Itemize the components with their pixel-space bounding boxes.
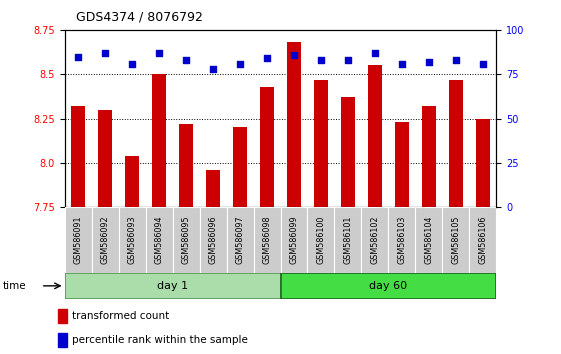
- Point: [154, 50, 163, 56]
- Bar: [361, 207, 388, 273]
- Point: [425, 59, 434, 65]
- Bar: [71, 106, 85, 207]
- Bar: [280, 207, 307, 273]
- Point: [263, 56, 272, 61]
- Bar: [58, 333, 67, 347]
- Text: day 60: day 60: [370, 281, 407, 291]
- Bar: [341, 97, 356, 207]
- Text: GSM586092: GSM586092: [100, 216, 109, 264]
- Text: percentile rank within the sample: percentile rank within the sample: [72, 335, 248, 345]
- Point: [127, 61, 136, 67]
- Bar: [233, 127, 247, 207]
- Bar: [58, 309, 67, 323]
- Bar: [65, 273, 280, 299]
- Text: GSM586095: GSM586095: [182, 216, 191, 264]
- Point: [343, 57, 352, 63]
- Point: [236, 61, 245, 67]
- Bar: [443, 207, 470, 273]
- Point: [100, 50, 109, 56]
- Bar: [145, 207, 173, 273]
- Bar: [367, 65, 383, 207]
- Text: GSM586097: GSM586097: [236, 216, 245, 264]
- Bar: [254, 207, 280, 273]
- Bar: [205, 170, 220, 207]
- Text: GSM586106: GSM586106: [479, 216, 488, 264]
- Bar: [416, 207, 443, 273]
- Point: [316, 57, 325, 63]
- Text: GSM586103: GSM586103: [398, 216, 407, 264]
- Point: [182, 57, 191, 63]
- Text: GSM586091: GSM586091: [73, 216, 82, 264]
- Point: [209, 66, 218, 72]
- Bar: [118, 207, 145, 273]
- Bar: [98, 110, 112, 207]
- Text: GSM586100: GSM586100: [316, 216, 325, 264]
- Bar: [314, 80, 328, 207]
- Bar: [280, 273, 496, 299]
- Text: GSM586093: GSM586093: [127, 216, 136, 264]
- Bar: [151, 74, 167, 207]
- Text: GSM586102: GSM586102: [370, 216, 379, 264]
- Point: [370, 50, 379, 56]
- Point: [452, 57, 461, 63]
- Bar: [389, 207, 416, 273]
- Point: [479, 61, 488, 67]
- Bar: [287, 42, 301, 207]
- Point: [73, 54, 82, 59]
- Bar: [200, 207, 227, 273]
- Bar: [470, 207, 496, 273]
- Bar: [173, 207, 200, 273]
- Point: [289, 52, 298, 58]
- Text: GSM586094: GSM586094: [154, 216, 163, 264]
- Text: GSM586099: GSM586099: [289, 216, 298, 264]
- Bar: [260, 87, 274, 207]
- Text: GDS4374 / 8076792: GDS4374 / 8076792: [76, 11, 203, 24]
- Bar: [125, 156, 140, 207]
- Bar: [91, 207, 118, 273]
- Text: GSM586098: GSM586098: [263, 216, 272, 264]
- Text: GSM586105: GSM586105: [452, 216, 461, 264]
- Bar: [394, 122, 410, 207]
- Bar: [178, 124, 194, 207]
- Bar: [476, 119, 490, 207]
- Bar: [334, 207, 361, 273]
- Point: [398, 61, 407, 67]
- Text: time: time: [3, 281, 26, 291]
- Bar: [227, 207, 254, 273]
- Text: day 1: day 1: [157, 281, 188, 291]
- Text: GSM586096: GSM586096: [209, 216, 218, 264]
- Bar: [421, 106, 436, 207]
- Text: GSM586104: GSM586104: [425, 216, 434, 264]
- Bar: [449, 80, 463, 207]
- Bar: [65, 207, 91, 273]
- Bar: [307, 207, 334, 273]
- Text: GSM586101: GSM586101: [343, 216, 352, 264]
- Text: transformed count: transformed count: [72, 311, 169, 321]
